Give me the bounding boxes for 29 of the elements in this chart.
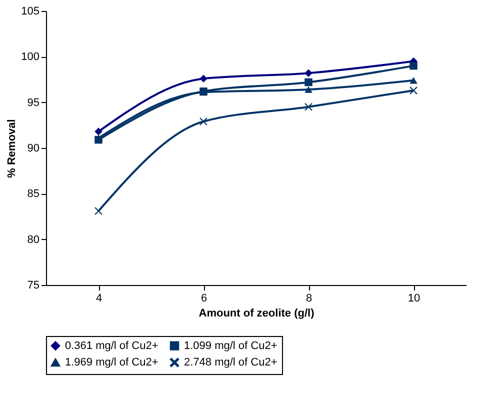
point [304, 103, 312, 111]
point [304, 78, 312, 86]
point [94, 128, 102, 136]
y-tick-label: 90 [27, 142, 40, 154]
y-axis-title: % Removal [6, 119, 18, 178]
y-tick-label: 100 [21, 51, 40, 64]
y-tick-label: 85 [27, 188, 40, 200]
x-tick-label: 6 [200, 292, 208, 304]
y-tick-label: 95 [27, 96, 40, 109]
y-tick-label: 105 [21, 6, 40, 18]
legend-label: 1.969 mg/l of Cu2+ [65, 356, 158, 368]
point [200, 74, 208, 82]
x-tick-label: 10 [408, 292, 420, 304]
point [200, 118, 208, 126]
x-tick-label: 4 [96, 292, 102, 304]
x-tick-label: 8 [306, 292, 312, 304]
y-tick-label: 75 [27, 280, 40, 292]
point [304, 86, 312, 93]
point [94, 134, 102, 142]
legend-label: 0.361 mg/l of Cu2+ [65, 340, 158, 352]
point [304, 69, 312, 77]
point [410, 62, 418, 70]
x-axis-title: Amount of zeolite (g/l) [198, 308, 315, 320]
point [410, 77, 418, 84]
legend-label: 2.748 mg/l of Cu2+ [184, 356, 278, 368]
legend-label: 1.099 mg/l of Cu2+ [184, 340, 278, 352]
point [410, 86, 418, 94]
point [94, 207, 102, 215]
y-tick-label: 80 [27, 234, 40, 246]
